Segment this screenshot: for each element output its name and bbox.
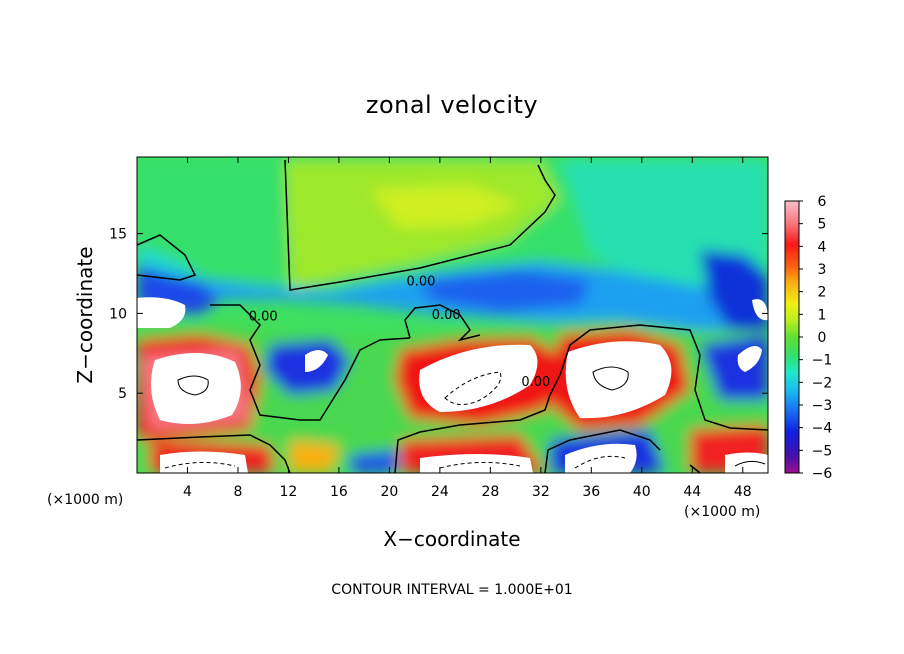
plot-frame: [136, 156, 769, 474]
chart-title: zonal velocity: [366, 91, 538, 119]
y-tick-label: 10: [109, 306, 127, 322]
x-tick-label: 16: [330, 484, 348, 500]
colorbar-tick-label: 3: [818, 262, 827, 278]
y-axis: 5 10 15: [109, 227, 768, 402]
colorbar-tick-label: −2: [812, 375, 833, 391]
y-axis-label: Z−coordinate: [73, 246, 97, 383]
x-tick-label: 8: [233, 484, 242, 500]
colorbar-ticks: 6 5 4 3 2 1 0 −1 −2 −3 −4 −5 −6: [799, 194, 832, 482]
colorbar-tick-label: 2: [818, 285, 827, 301]
x-unit-left: (×1000 m): [47, 492, 123, 508]
colorbar-tick-label: 0: [818, 330, 827, 346]
y-tick-label: 15: [109, 227, 127, 243]
colorbar-tick-label: 5: [818, 217, 827, 233]
x-axis-label: X−coordinate: [383, 527, 520, 551]
colorbar-tick-label: 4: [818, 239, 827, 255]
colorbar-tick-label: 6: [818, 194, 827, 210]
contour-label: 0.00: [249, 310, 278, 325]
colorbar: [784, 200, 800, 474]
colorbar-tick-label: −6: [812, 466, 833, 482]
heatmap-field: 0.00 0.00 0.00 0.00: [137, 157, 768, 473]
colorbar-tick-label: −1: [812, 353, 833, 369]
contour-label: 0.00: [521, 375, 550, 390]
x-unit-right: (×1000 m): [684, 504, 760, 520]
colorbar-tick-label: −3: [812, 398, 833, 414]
x-tick-label: 20: [380, 484, 398, 500]
contour-interval-note: CONTOUR INTERVAL = 1.000E+01: [331, 582, 572, 598]
colorbar-tick-label: −4: [812, 421, 833, 437]
colorbar-tick-label: 1: [818, 307, 827, 323]
x-tick-label: 36: [582, 484, 600, 500]
x-tick-label: 4: [183, 484, 192, 500]
x-tick-label: 24: [431, 484, 449, 500]
x-tick-label: 28: [481, 484, 499, 500]
x-tick-label: 40: [633, 484, 651, 500]
colorbar-tick-label: −5: [812, 443, 833, 459]
x-tick-label: 32: [532, 484, 550, 500]
x-tick-label: 12: [280, 484, 298, 500]
x-axis: 4 8 12 16 20 24 28 32 36 40 44 48: [183, 157, 752, 500]
contour-label: 0.00: [432, 308, 461, 323]
x-tick-label: 48: [734, 484, 752, 500]
contour-label: 0.00: [406, 274, 435, 289]
x-tick-label: 44: [683, 484, 701, 500]
y-tick-label: 5: [118, 386, 127, 402]
